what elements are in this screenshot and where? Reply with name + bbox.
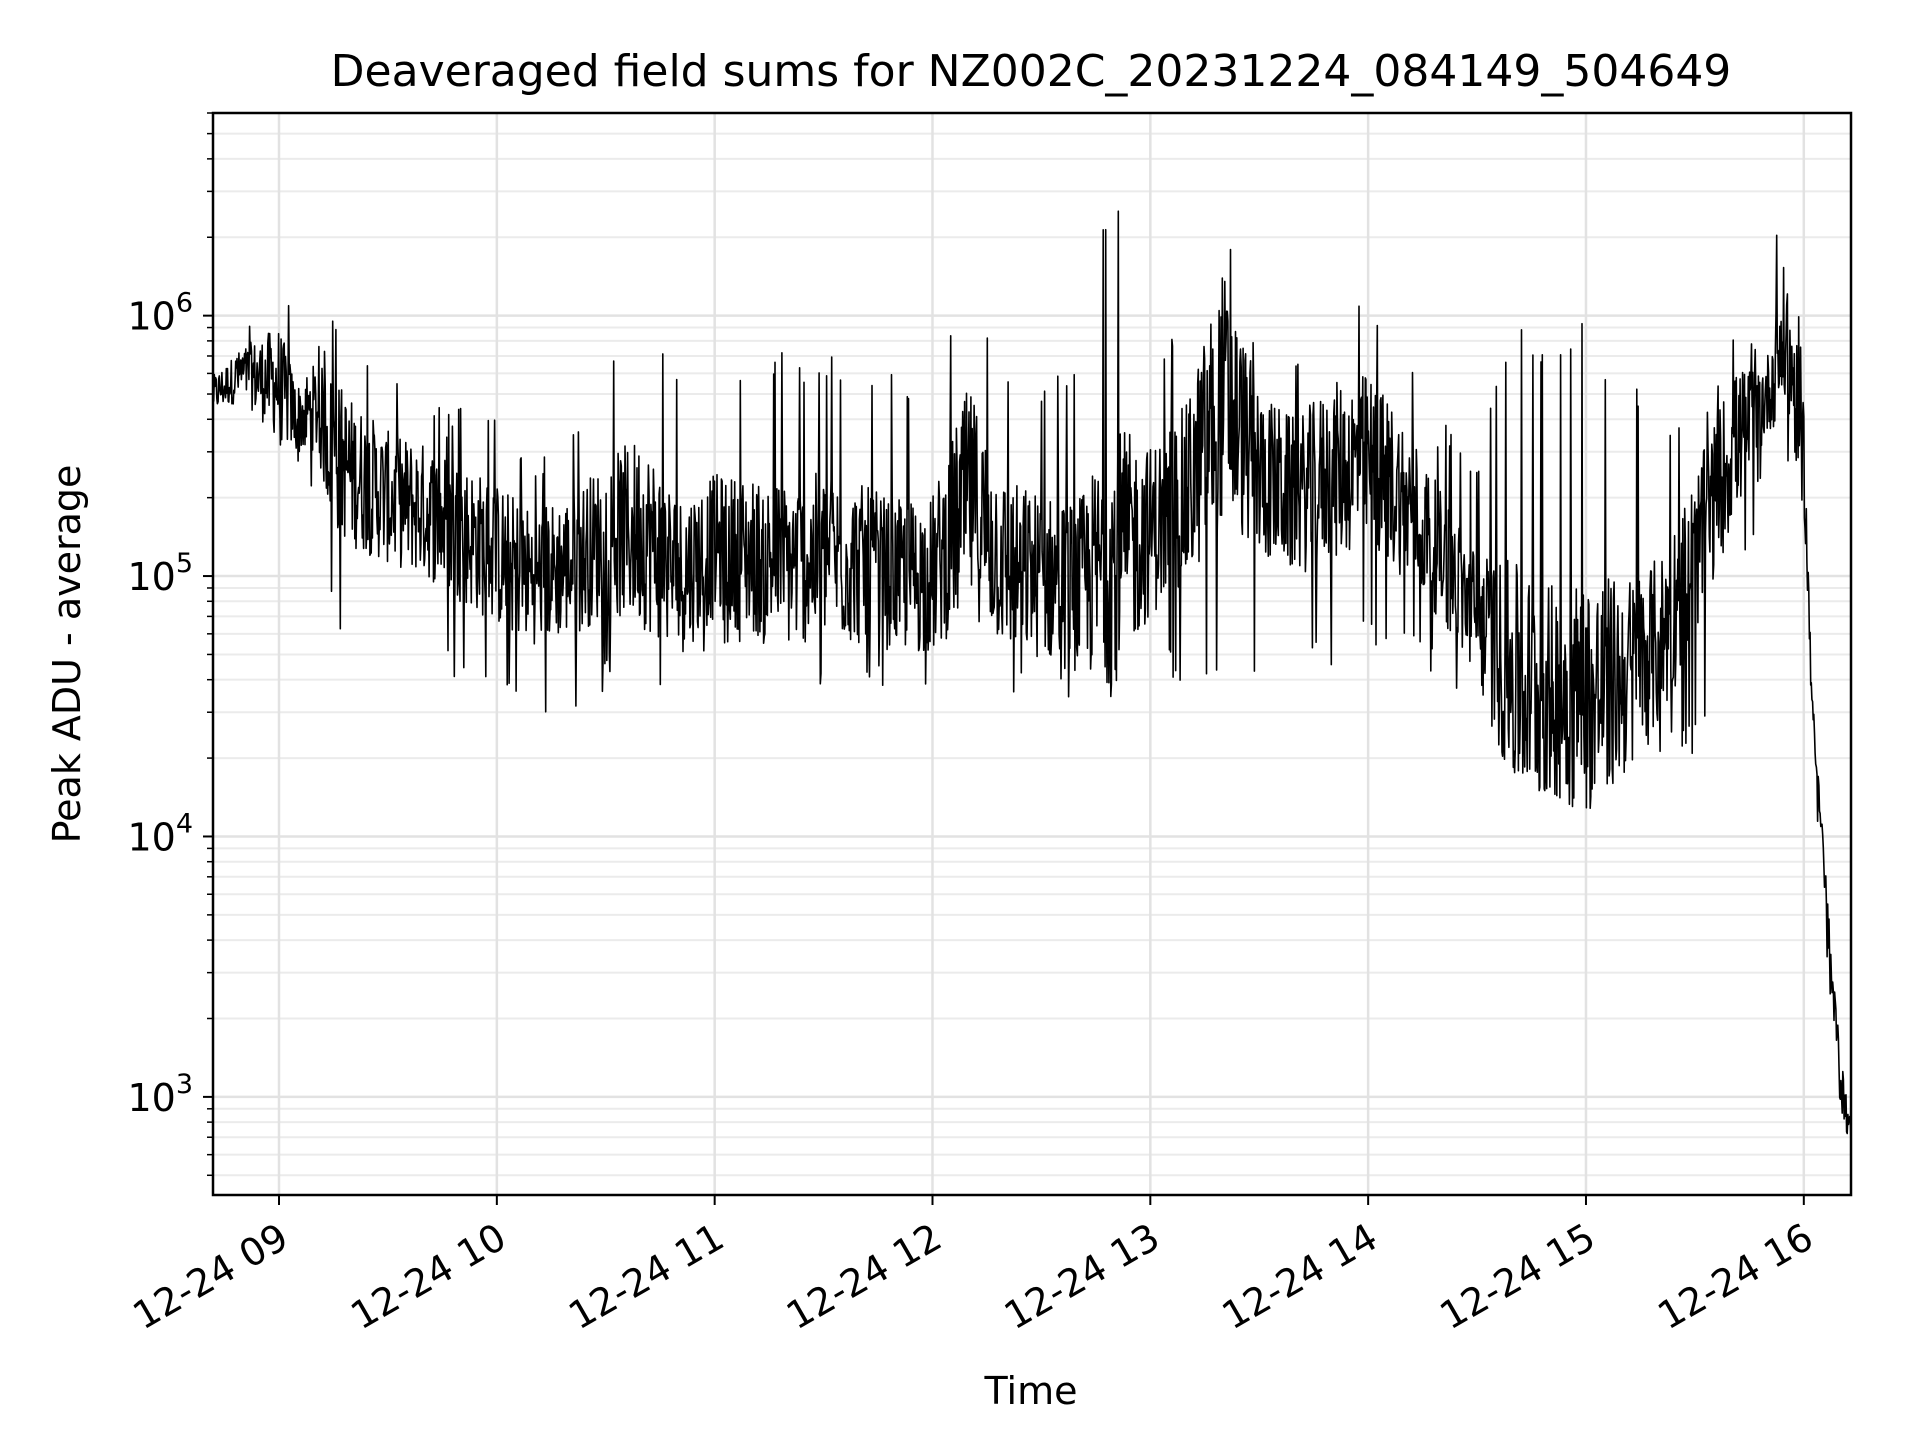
series-layer (212, 210, 1852, 1145)
grid-minor (213, 112, 1851, 1177)
chart-title: Deaveraged field sums for NZ002C_2023122… (331, 46, 1732, 97)
y-tick-label: 103 (127, 1069, 193, 1120)
y-axis-label: Peak ADU - average (45, 465, 89, 844)
y-tick-label: 104 (127, 808, 193, 859)
y-tick-label: 105 (127, 548, 193, 599)
y-tick-label: 106 (127, 288, 193, 339)
series-line (212, 210, 1852, 1145)
y-axis: 103 104 105 106 (127, 112, 213, 1177)
x-axis-label: Time (984, 1369, 1078, 1413)
